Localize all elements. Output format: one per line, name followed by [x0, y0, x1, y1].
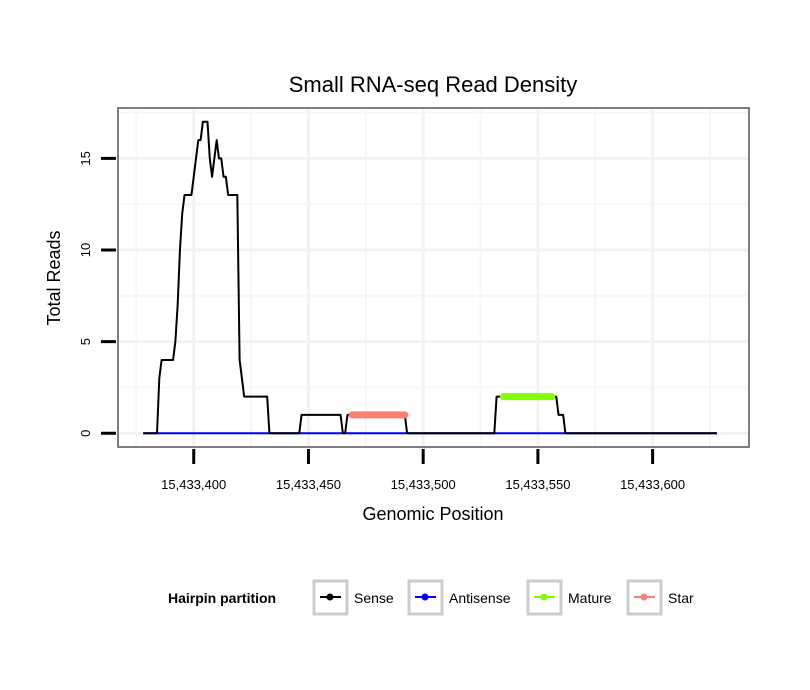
legend-label-antisense: Antisense [449, 590, 511, 606]
legend-dot-antisense [421, 593, 429, 601]
legend-dot-sense [326, 593, 334, 601]
x-tick-label: 15,433,550 [505, 477, 570, 492]
y-tick-label: 15 [78, 151, 93, 165]
legend-dot-star [640, 593, 648, 601]
x-axis-title: Genomic Position [362, 504, 503, 524]
series-line-sense [143, 120, 717, 435]
legend-item-mature: Mature [526, 579, 612, 616]
legend: Hairpin partition Sense Antisense Mature… [168, 579, 694, 616]
legend-label-sense: Sense [354, 590, 394, 606]
x-tick-label: 15,433,600 [620, 477, 685, 492]
x-tick-label: 15,433,400 [161, 477, 226, 492]
y-axis: 0 5 10 15 [78, 151, 116, 437]
y-tick-label: 10 [78, 243, 93, 257]
x-axis: 15,433,400 15,433,450 15,433,500 15,433,550… [161, 449, 685, 492]
grid-lines [119, 109, 748, 446]
x-tick-label: 15,433,500 [391, 477, 456, 492]
y-tick-label: 5 [78, 338, 93, 345]
y-tick-label: 0 [78, 430, 93, 437]
legend-item-star: Star [626, 579, 694, 616]
plot-panel [117, 107, 750, 448]
series-layer [143, 120, 717, 435]
legend-item-sense: Sense [312, 579, 394, 616]
legend-label-mature: Mature [568, 590, 612, 606]
y-axis-title: Total Reads [44, 230, 64, 325]
legend-label-star: Star [668, 590, 694, 606]
chart-title: Small RNA-seq Read Density [289, 72, 578, 97]
x-tick-label: 15,433,450 [276, 477, 341, 492]
legend-title: Hairpin partition [168, 590, 276, 606]
legend-item-antisense: Antisense [407, 579, 511, 616]
legend-dot-mature [540, 593, 548, 601]
